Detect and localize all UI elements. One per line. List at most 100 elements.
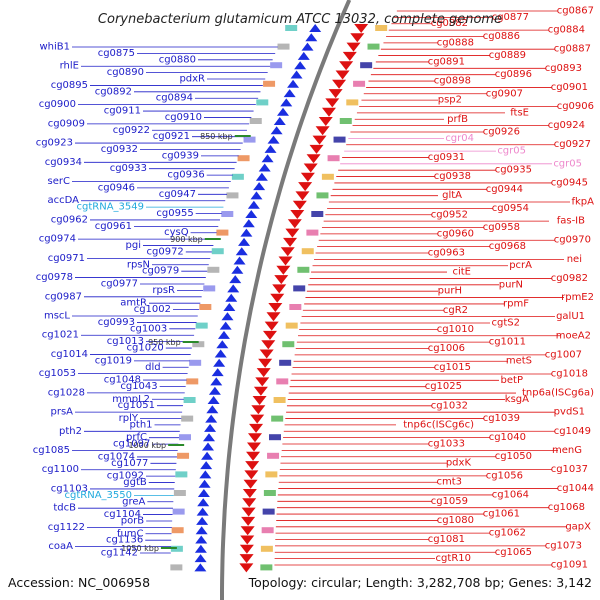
kbp-tick-label: 1050 kbp [121,544,159,553]
forward-gene-arrow [255,172,268,181]
gene-label-cg1103: cg1103 [51,483,88,494]
reverse-gene-arrow [251,405,266,415]
reverse-gene-arrow [241,516,256,526]
gene-label-cg0887: cg0887 [554,44,591,55]
gene-label-cg1019: cg1019 [95,355,132,366]
forward-gene-arrow [264,144,277,153]
gene-label-cg1040: cg1040 [489,432,526,443]
feature-block [183,397,196,403]
forward-gene-arrow [198,479,211,488]
forward-gene-arrow [206,405,219,414]
gene-label-cg1014: cg1014 [51,349,88,360]
gene-label-rply: rplY [119,413,139,424]
gene-label-cgtr10: cgtR10 [436,553,471,564]
gene-label-galu1: galU1 [556,311,585,322]
forward-gene-arrow [196,507,209,516]
gene-label-nei: nei [567,254,582,265]
feature-block [301,248,314,255]
gene-label-cg0895: cg0895 [51,80,88,91]
gene-label-cg0931: cg0931 [428,152,465,163]
feature-block [282,341,295,348]
gene-label-cg0982: cg0982 [551,273,588,284]
reverse-gene-arrow [283,237,298,247]
forward-gene-arrow [247,200,260,209]
gene-label-cg1104: cg1104 [104,509,141,520]
gene-label-cg1037: cg1037 [551,464,588,475]
forward-gene-arrow [201,442,214,451]
gene-label-cg0909: cg0909 [48,118,85,129]
gene-label-rpsn: rpsN [127,259,150,270]
feature-block [270,62,283,69]
forward-gene-arrow [195,526,208,535]
gene-label-cg1003: cg1003 [130,323,167,334]
reverse-gene-arrow [255,377,270,387]
gene-label-meng: menG [552,445,582,456]
feature-block [289,304,302,310]
feature-block [333,136,346,143]
gene-label-cg0932: cg0932 [101,144,138,155]
gene-label-fkpa: fkpA [572,197,595,208]
gene-label-tdcb: tdcB [53,503,76,514]
reverse-gene-arrow [285,228,300,238]
reverse-gene-arrow [272,284,287,294]
genome-summary-text: Topology: circular; Length: 3,282,708 bp… [248,575,592,590]
gene-label-cg0891: cg0891 [428,56,465,67]
forward-gene-arrow [207,396,220,404]
forward-gene-arrow [290,70,303,79]
accession-text: Accession: NC_006958 [8,575,150,590]
reverse-gene-arrow [312,135,327,145]
feature-block [260,564,273,571]
gene-label-cg1043: cg1043 [120,381,157,392]
feature-block [249,118,262,124]
feature-block [173,490,186,496]
feature-block [260,545,273,552]
forward-gene-arrow [309,24,322,32]
feature-block [177,452,190,459]
feature-block [321,173,334,180]
feature-block [243,136,256,143]
reverse-gene-arrow [276,265,291,275]
forward-gene-arrow [276,107,289,116]
gene-label-dld: dld [145,362,160,373]
feature-block [375,25,388,31]
gene-label-tnp6c-iscg6c: tnp6c(ISCg6c) [403,419,474,430]
gene-label-cg0900: cg0900 [39,99,76,110]
gene-label-cg0884: cg0884 [548,25,585,36]
forward-gene-arrow [195,535,208,544]
gene-label-cg1015: cg1015 [434,362,471,373]
forward-gene-arrow [217,330,230,339]
gene-label-cg1050: cg1050 [495,451,532,462]
gene-label-cg0935: cg0935 [495,165,532,176]
reverse-gene-arrow [292,200,307,210]
reverse-gene-arrow [328,89,343,99]
feature-block [263,490,276,496]
gene-label-betp: betP [501,375,523,386]
gene-label-cg0894: cg0894 [156,93,193,104]
forward-gene-arrow [225,293,238,302]
gene-label-cg0926: cg0926 [483,126,520,137]
forward-gene-arrow [250,191,263,200]
forward-gene-arrow [258,163,271,172]
gene-label-cg0946: cg0946 [98,182,135,193]
gene-label-cg1081: cg1081 [428,534,465,545]
forward-gene-arrow [270,126,283,135]
genome-backbone-arc [220,0,352,600]
gene-label-cg0958: cg0958 [483,222,520,233]
reverse-gene-arrow [244,470,259,480]
gene-label-cg0993: cg0993 [98,317,135,328]
forward-gene-arrow [273,117,286,125]
gene-label-cg1142: cg1142 [101,548,138,559]
feature-block [186,378,199,385]
gene-label-cg0933: cg0933 [110,163,147,174]
feature-block [171,527,184,534]
feature-block [285,322,298,329]
gene-label-cg0970: cg0970 [554,235,591,246]
gene-label-cg1048: cg1048 [104,375,141,386]
kbp-tick-label: 1000 kbp [128,441,166,450]
genome-title: Corynebacterium glutamicum ATCC 13032, c… [98,12,502,27]
feature-block [199,304,212,310]
feature-block [293,285,306,292]
reverse-gene-arrow [247,433,262,443]
reverse-gene-arrow [268,303,283,312]
